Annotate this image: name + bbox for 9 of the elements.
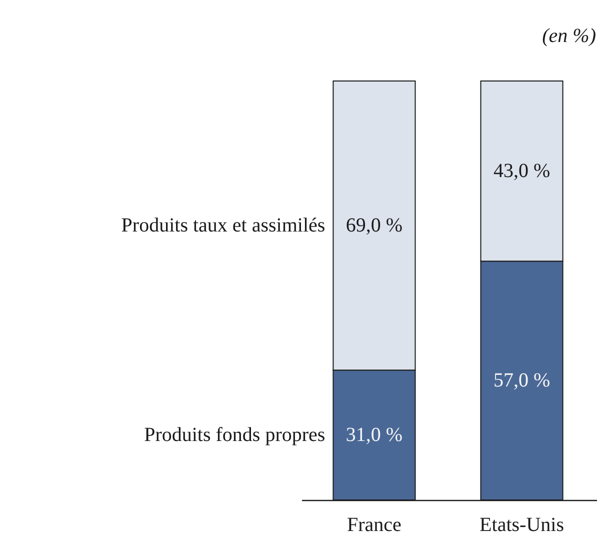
data-label: 69,0 %	[346, 214, 403, 237]
data-label: 43,0 %	[493, 160, 550, 182]
x-tick-label: Etats-Unis	[480, 514, 564, 536]
x-tick-label: France	[347, 514, 402, 536]
data-label: 57,0 %	[493, 370, 550, 392]
series-label: Produits fonds propres	[144, 424, 326, 446]
text: (en %)	[542, 25, 596, 47]
data-label: 31,0 %	[346, 424, 403, 446]
series-label: Produits taux et assimilés	[121, 214, 326, 237]
